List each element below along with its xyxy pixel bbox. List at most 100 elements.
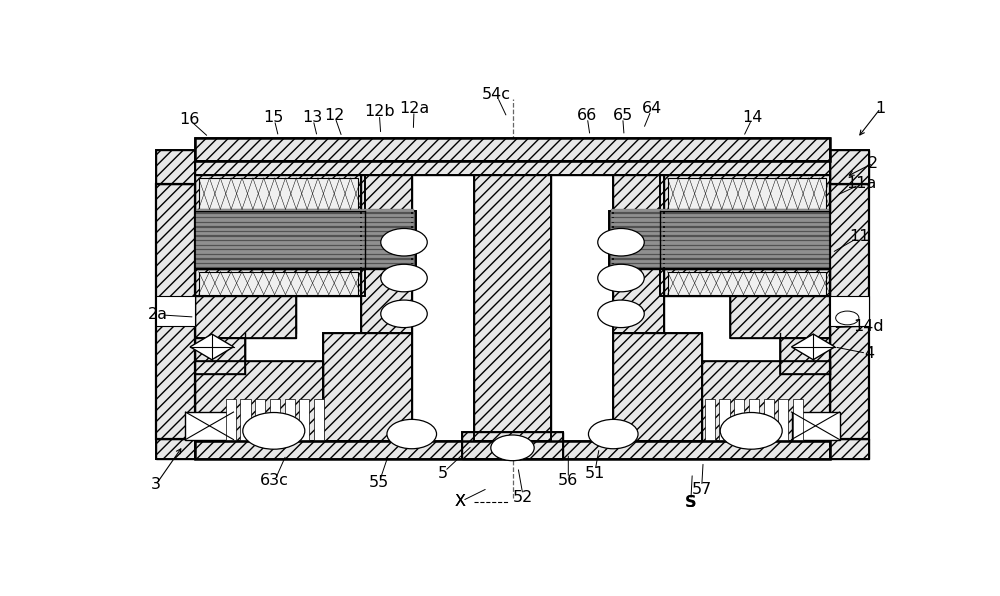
Bar <box>611 241 829 244</box>
Bar <box>285 399 295 440</box>
Bar <box>195 296 296 338</box>
Text: 4: 4 <box>864 346 874 361</box>
Bar <box>195 296 296 338</box>
Bar <box>611 218 829 222</box>
Text: 55: 55 <box>369 475 389 490</box>
Text: 12: 12 <box>324 108 344 123</box>
Bar <box>299 399 309 440</box>
Bar <box>156 150 195 184</box>
Circle shape <box>243 412 305 449</box>
Bar <box>195 175 365 212</box>
Bar <box>611 214 829 217</box>
Bar <box>195 138 830 161</box>
Text: 1: 1 <box>876 101 886 116</box>
Text: 15: 15 <box>264 110 284 125</box>
Bar <box>611 260 829 263</box>
Circle shape <box>598 228 644 256</box>
Text: 54c: 54c <box>482 87 511 102</box>
Bar <box>793 399 803 440</box>
Bar <box>611 264 829 268</box>
Text: 65: 65 <box>612 108 633 123</box>
Bar <box>668 272 826 294</box>
Bar <box>660 175 830 212</box>
Bar <box>195 161 830 175</box>
Bar <box>702 361 830 441</box>
Bar <box>195 175 365 212</box>
Text: 12b: 12b <box>364 104 395 119</box>
Text: 56: 56 <box>558 473 578 488</box>
Bar <box>270 399 280 440</box>
Bar <box>156 439 195 460</box>
Bar <box>780 338 830 374</box>
Bar <box>830 184 869 439</box>
Bar <box>474 175 551 441</box>
Bar <box>195 269 365 296</box>
Bar <box>474 175 551 441</box>
Bar <box>314 399 324 440</box>
Circle shape <box>598 264 644 292</box>
Bar <box>156 184 195 439</box>
Bar <box>668 178 826 209</box>
Bar <box>734 399 744 440</box>
Polygon shape <box>792 334 835 360</box>
Bar <box>719 399 730 440</box>
Text: 64: 64 <box>642 101 662 116</box>
Bar <box>361 175 412 333</box>
Bar <box>792 412 840 440</box>
Bar <box>611 209 829 212</box>
Bar <box>195 441 830 460</box>
Bar <box>226 399 236 440</box>
Circle shape <box>387 420 437 449</box>
Text: 13: 13 <box>302 110 323 125</box>
Text: 66: 66 <box>577 108 597 123</box>
Bar <box>462 432 563 460</box>
Bar <box>611 246 829 249</box>
Circle shape <box>836 311 859 325</box>
Text: X: X <box>454 495 465 510</box>
Bar <box>195 441 830 460</box>
Text: S: S <box>686 495 696 510</box>
Bar <box>660 269 830 296</box>
Bar <box>611 223 829 226</box>
Bar <box>613 333 702 441</box>
Bar <box>156 439 195 460</box>
Text: 3: 3 <box>151 477 161 492</box>
Bar <box>613 333 702 441</box>
Bar <box>195 269 365 296</box>
Bar <box>611 255 829 258</box>
Bar <box>240 399 251 440</box>
Bar <box>255 399 265 440</box>
Bar <box>323 333 412 441</box>
Bar <box>185 412 234 440</box>
Bar <box>196 228 414 231</box>
Bar <box>196 237 414 240</box>
Bar <box>156 296 195 326</box>
Bar <box>764 399 774 440</box>
Text: 2a: 2a <box>148 308 168 322</box>
Bar <box>195 161 830 175</box>
Text: 14: 14 <box>743 110 763 125</box>
Bar <box>199 178 358 209</box>
Bar <box>196 260 414 263</box>
Bar <box>660 269 830 296</box>
Text: 51: 51 <box>584 465 605 480</box>
Bar <box>830 150 869 184</box>
Bar <box>660 175 830 212</box>
Text: 2: 2 <box>868 156 878 171</box>
Bar <box>195 361 323 441</box>
Bar <box>196 232 414 235</box>
Circle shape <box>381 300 427 328</box>
Circle shape <box>381 228 427 256</box>
Text: 52: 52 <box>513 490 533 505</box>
Text: 57: 57 <box>691 482 712 496</box>
Text: 63c: 63c <box>260 473 289 488</box>
Bar <box>830 150 869 184</box>
Bar <box>196 209 414 212</box>
Text: 16: 16 <box>179 112 200 127</box>
Bar <box>611 237 829 240</box>
Text: 5: 5 <box>438 465 448 480</box>
Bar <box>195 138 830 161</box>
Text: 11a: 11a <box>846 176 876 191</box>
Bar <box>702 361 830 441</box>
Bar <box>196 218 414 222</box>
